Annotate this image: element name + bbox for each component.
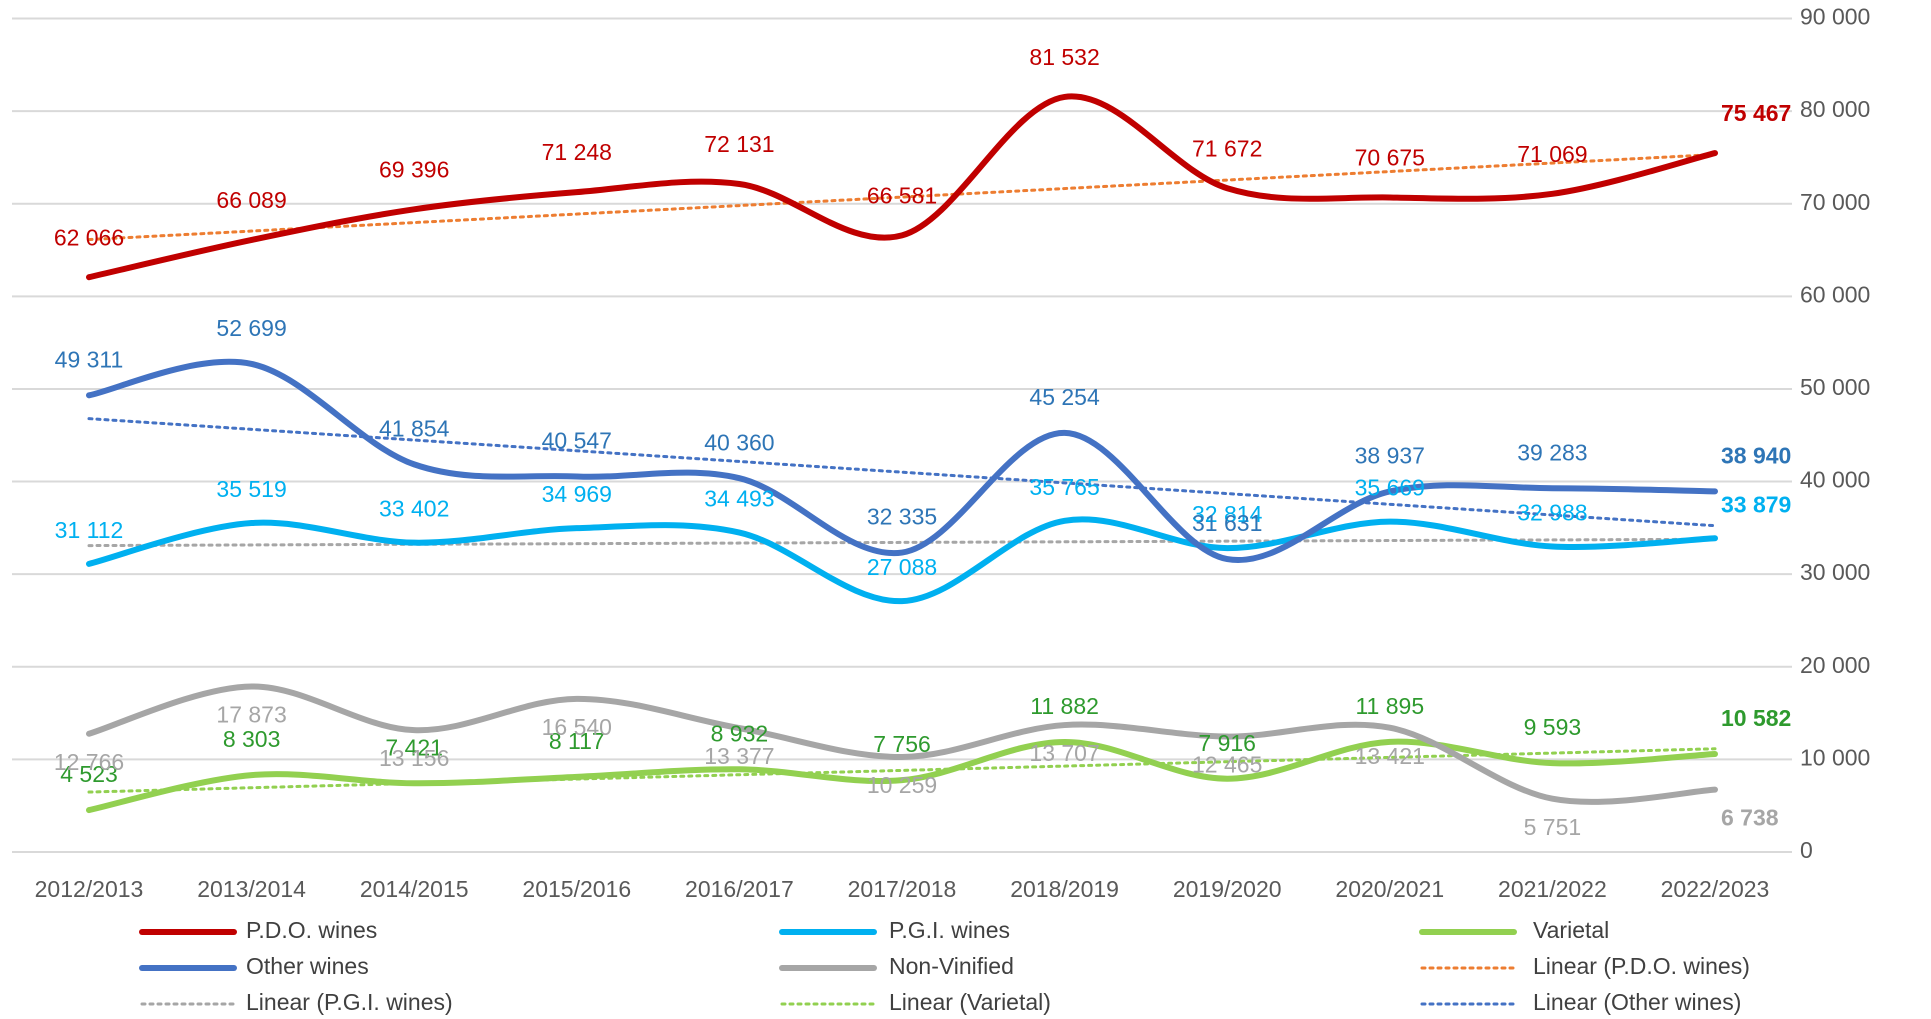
legend-label: Linear (Other wines) (1533, 989, 1741, 1015)
value-label: 81 532 (1029, 44, 1099, 70)
legend-label: Linear (P.G.I. wines) (246, 989, 453, 1015)
y-tick-label: 60 000 (1800, 281, 1870, 307)
y-tick-label: 70 000 (1800, 189, 1870, 215)
value-label: 12 465 (1192, 752, 1262, 778)
value-label: 71 672 (1192, 135, 1262, 161)
value-label: 35 669 (1355, 475, 1425, 501)
x-tick-label: 2016/2017 (685, 876, 794, 902)
x-tick-label: 2021/2022 (1498, 876, 1607, 902)
series-line (86, 683, 1718, 805)
value-label: 40 547 (542, 428, 612, 454)
value-label: 7 916 (1198, 730, 1256, 756)
value-label: 35 765 (1029, 474, 1099, 500)
value-label: 33 879 (1721, 491, 1791, 517)
value-label: 70 675 (1355, 145, 1425, 171)
y-tick-label: 0 (1800, 837, 1813, 863)
value-label: 34 493 (704, 486, 774, 512)
value-label: 32 814 (1192, 501, 1263, 527)
value-label: 13 707 (1029, 740, 1099, 766)
x-tick-label: 2014/2015 (360, 876, 469, 902)
value-label: 45 254 (1029, 384, 1100, 410)
value-label: 34 969 (542, 481, 612, 507)
value-label: 31 112 (55, 517, 124, 543)
y-tick-label: 10 000 (1800, 744, 1870, 770)
value-label: 10 582 (1721, 705, 1791, 731)
series-line (86, 93, 1718, 281)
value-label: 11 882 (1030, 693, 1099, 719)
value-label: 9 593 (1524, 714, 1582, 740)
value-label: 31 631 (1192, 510, 1262, 536)
legend-label: Other wines (246, 953, 369, 979)
value-label: 52 699 (216, 315, 286, 341)
value-label: 62 066 (54, 224, 124, 250)
value-label: 16 540 (542, 714, 612, 740)
trendline (87, 747, 1717, 794)
value-label: 7 756 (873, 731, 931, 757)
trendline (87, 153, 1717, 242)
value-label: 66 089 (216, 187, 286, 213)
value-label: 49 311 (55, 346, 124, 372)
x-tick-label: 2019/2020 (1173, 876, 1282, 902)
value-label: 13 156 (379, 745, 449, 771)
x-tick-label: 2015/2016 (522, 876, 631, 902)
trendline (87, 537, 1717, 548)
value-label: 69 396 (379, 156, 449, 182)
value-label: 32 335 (867, 504, 937, 530)
series-line (86, 358, 1718, 564)
value-label: 8 303 (223, 726, 281, 752)
legend-label: Linear (P.D.O. wines) (1533, 953, 1750, 979)
legend-label: Linear (Varietal) (889, 989, 1051, 1015)
x-tick-label: 2022/2023 (1661, 876, 1770, 902)
x-tick-label: 2013/2014 (197, 876, 306, 902)
y-tick-label: 90 000 (1800, 4, 1870, 30)
value-label: 7 421 (385, 734, 443, 760)
value-label: 66 581 (867, 182, 937, 208)
y-tick-label: 50 000 (1800, 374, 1870, 400)
legend-label: P.G.I. wines (889, 917, 1010, 943)
value-label: 13 421 (1355, 743, 1425, 769)
y-tick-label: 40 000 (1800, 467, 1870, 493)
value-label: 6 738 (1721, 805, 1779, 831)
value-label: 35 519 (216, 476, 286, 502)
value-label: 10 259 (867, 772, 937, 798)
value-label: 33 402 (379, 496, 449, 522)
y-tick-label: 30 000 (1800, 559, 1870, 585)
x-tick-label: 2018/2019 (1010, 876, 1119, 902)
trendline (87, 417, 1717, 528)
value-label: 11 895 (1355, 693, 1424, 719)
x-tick-label: 2012/2013 (35, 876, 144, 902)
value-label: 12 766 (54, 749, 124, 775)
value-label: 8 117 (549, 728, 605, 754)
y-tick-label: 20 000 (1800, 652, 1870, 678)
value-label: 27 088 (867, 554, 937, 580)
legend-label: Varietal (1533, 917, 1609, 943)
legend-label: Non-Vinified (889, 953, 1014, 979)
x-tick-label: 2020/2021 (1335, 876, 1444, 902)
value-label: 40 360 (704, 429, 774, 455)
value-label: 4 523 (60, 761, 118, 787)
value-label: 32 988 (1517, 500, 1587, 526)
y-tick-label: 80 000 (1800, 96, 1870, 122)
legend-label: P.D.O. wines (246, 917, 377, 943)
value-label: 39 283 (1517, 439, 1587, 465)
x-tick-label: 2017/2018 (848, 876, 957, 902)
value-label: 13 377 (704, 743, 774, 769)
value-label: 38 937 (1355, 442, 1425, 468)
series-line (86, 516, 1718, 605)
value-label: 5 751 (1524, 814, 1582, 840)
value-label: 75 467 (1721, 100, 1791, 126)
value-label: 41 854 (379, 415, 450, 441)
value-label: 38 940 (1721, 442, 1791, 468)
value-label: 72 131 (704, 131, 774, 157)
value-label: 71 069 (1517, 141, 1587, 167)
value-label: 17 873 (216, 702, 286, 728)
value-label: 71 248 (542, 139, 612, 165)
value-label: 8 932 (711, 720, 769, 746)
